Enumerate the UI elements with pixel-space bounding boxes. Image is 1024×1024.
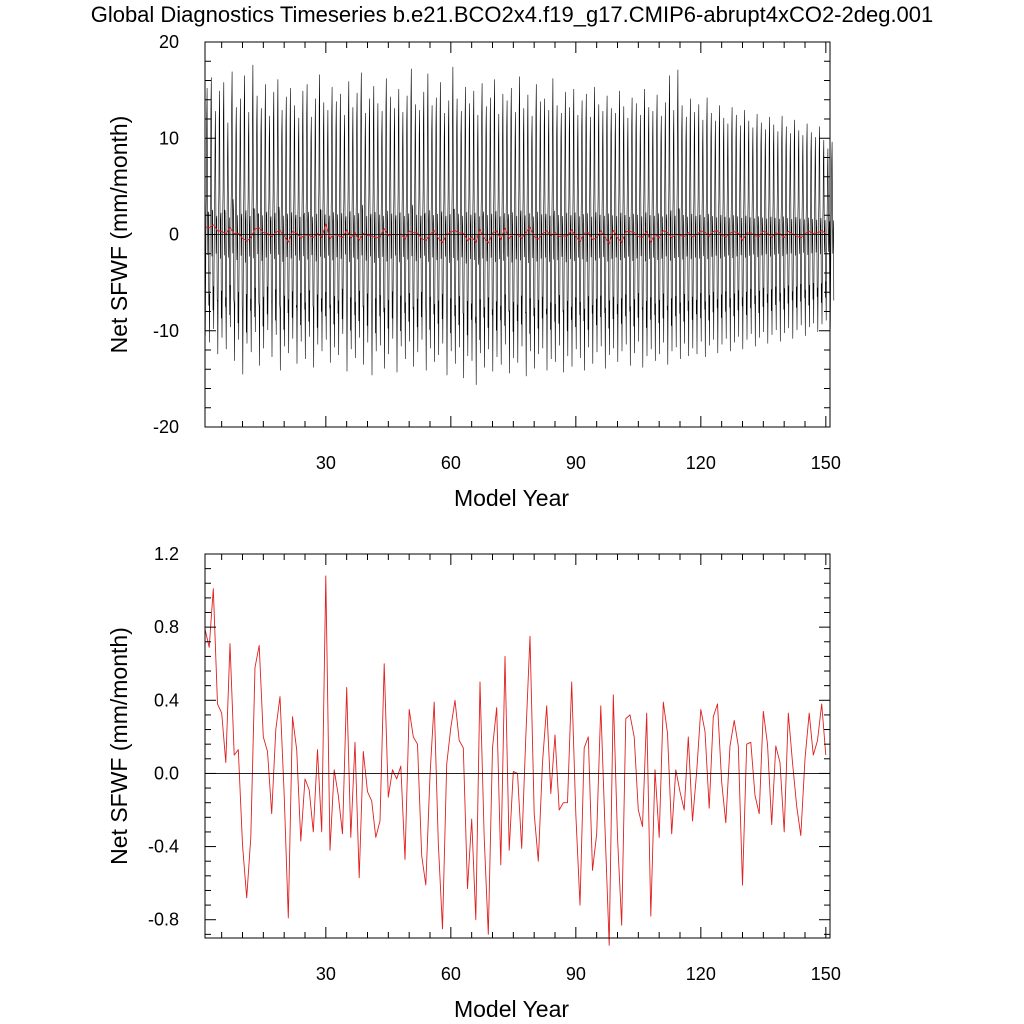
y-tick-label: 20 [159,32,179,52]
x-tick-label: 150 [811,453,841,473]
y-axis-label: Net SFWF (mm/month) [106,627,132,865]
y-tick-label: -20 [153,417,179,437]
x-tick-label: 30 [316,453,336,473]
x-tick-label: 120 [686,964,716,984]
panel-bottom: -0.8 -0.4 0.0 0.4 0.8 1.2 30 60 90 120 150 Model Ye… [106,544,841,1022]
y-tick-label: 0 [169,225,179,245]
panel-top: -20 -10 0 10 20 30 60 90 120 150 Model Year Net SFW… [106,32,841,511]
y-tick-label: 0.4 [154,690,179,710]
y-tick-label: -0.4 [148,837,179,857]
y-axis-label: Net SFWF (mm/month) [106,116,132,354]
plot-frame [204,553,831,939]
x-tick-label: 30 [316,964,336,984]
x-axis-label: Model Year [454,996,569,1022]
x-tick-label: 90 [566,453,586,473]
x-tick-label: 90 [566,964,586,984]
y-tick-label: -0.8 [148,910,179,930]
x-axis-label: Model Year [454,485,569,511]
y-tick-label: 10 [159,128,179,148]
x-tick-label: 120 [686,453,716,473]
x-tick-label: 60 [441,964,461,984]
series-line-annual-mean [204,575,827,946]
series-line-monthly [204,64,835,385]
x-tick-label: 60 [441,453,461,473]
y-tick-label: 0.0 [154,763,179,783]
x-tick-label: 150 [811,964,841,984]
y-tick-label: -10 [153,321,179,341]
y-tick-label: 1.2 [154,544,179,564]
figure-title: Global Diagnostics Timeseries b.e21.BCO2… [90,2,934,27]
y-tick-label: 0.8 [154,617,179,637]
